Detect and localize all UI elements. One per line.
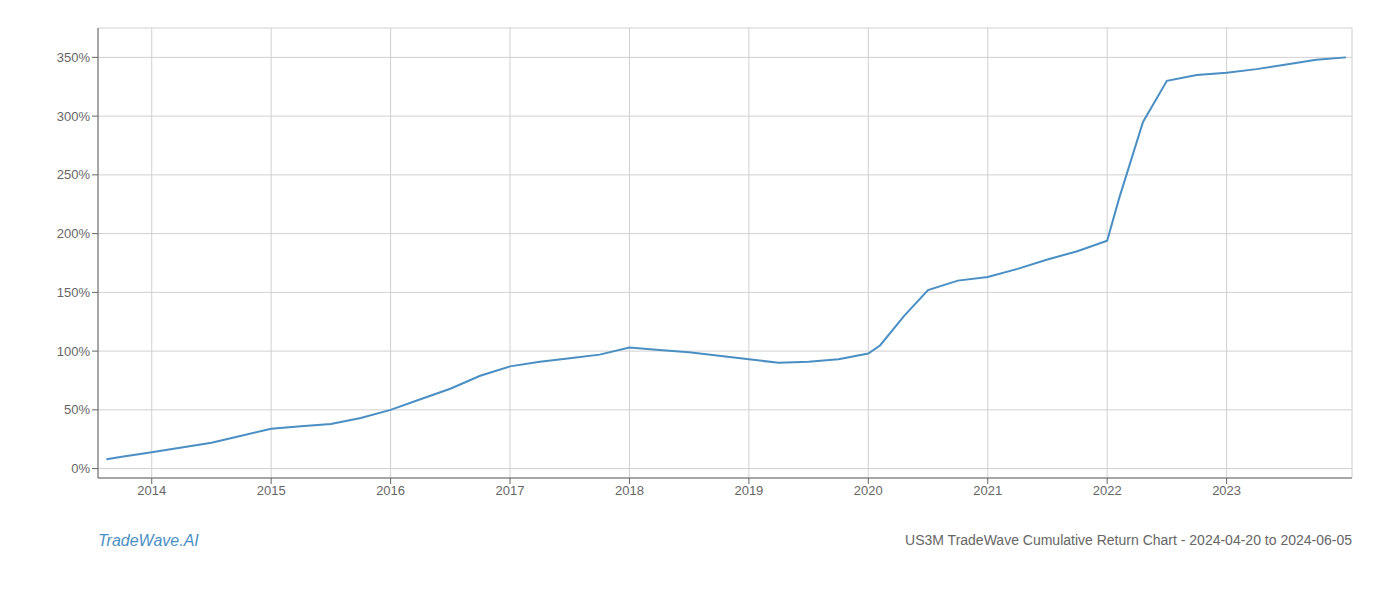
svg-text:2022: 2022 [1093,483,1122,498]
svg-text:2018: 2018 [615,483,644,498]
svg-text:350%: 350% [57,50,91,65]
html-text:US3M TradeWave Cumulative Retu: US3M TradeWave Cumulative Return Chart -… [905,532,1352,548]
svg-text:2023: 2023 [1212,483,1241,498]
svg-text:200%: 200% [57,226,91,241]
svg-text:50%: 50% [64,402,90,417]
svg-text:2019: 2019 [734,483,763,498]
svg-text:0%: 0% [71,461,90,476]
svg-text:2015: 2015 [257,483,286,498]
html-text:TradeWave.AI: TradeWave.AI [98,532,199,549]
svg-text:300%: 300% [57,109,91,124]
svg-text:2020: 2020 [854,483,883,498]
svg-text:2021: 2021 [973,483,1002,498]
svg-text:2016: 2016 [376,483,405,498]
svg-text:2017: 2017 [496,483,525,498]
svg-text:150%: 150% [57,285,91,300]
svg-text:2014: 2014 [137,483,166,498]
svg-text:100%: 100% [57,344,91,359]
svg-text:250%: 250% [57,167,91,182]
